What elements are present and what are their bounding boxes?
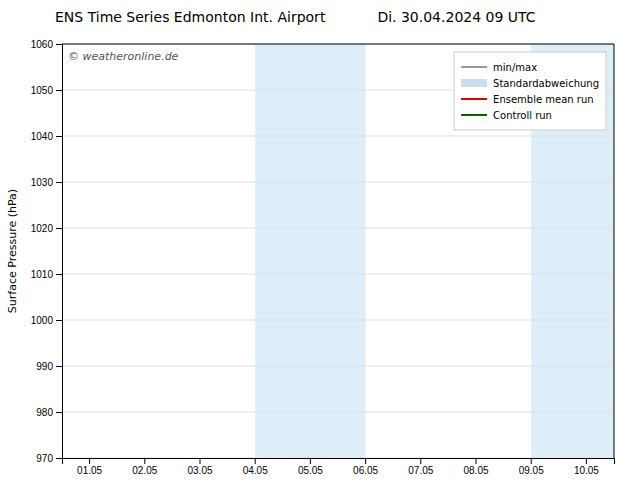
x-tick-label: 03.05 <box>187 465 212 476</box>
y-tick: 1020 <box>31 223 62 234</box>
legend-label: Controll run <box>493 110 552 121</box>
plot-frame-top <box>62 44 614 45</box>
legend-swatch <box>461 114 487 116</box>
y-tick-label: 1060 <box>31 39 54 50</box>
x-tick: 06.05 <box>353 458 378 476</box>
y-tick: 970 <box>36 453 62 464</box>
x-tick-mark <box>200 458 201 464</box>
y-tick: 1040 <box>31 131 62 142</box>
y-tick: 1000 <box>31 315 62 326</box>
x-tick: 07.05 <box>408 458 433 476</box>
y-tick-mark <box>56 182 62 183</box>
x-tick-mark <box>144 458 145 464</box>
grid-line <box>62 182 614 183</box>
y-axis-title: Surface Pressure (hPa) <box>6 189 19 313</box>
x-tick-label: 04.05 <box>243 465 268 476</box>
legend-swatch <box>461 66 487 68</box>
x-tick: 04.05 <box>243 458 268 476</box>
x-tick-mark <box>365 458 366 464</box>
legend-swatch <box>461 79 487 87</box>
grid-line <box>62 366 614 367</box>
x-tick-mark <box>255 458 256 464</box>
y-tick-mark <box>56 228 62 229</box>
shaded-region <box>255 44 365 458</box>
x-tick-mark <box>89 458 90 464</box>
grid-line <box>62 228 614 229</box>
y-tick-label: 990 <box>36 361 53 372</box>
legend-label: Ensemble mean run <box>493 94 594 105</box>
grid-line <box>62 274 614 275</box>
legend: min/max Standardabweichung Ensemble mean r… <box>454 52 606 130</box>
x-tick: 09.05 <box>519 458 544 476</box>
y-tick-mark <box>56 274 62 275</box>
x-tick-label: 02.05 <box>132 465 157 476</box>
x-tick-label: 05.05 <box>298 465 323 476</box>
x-axis-line <box>63 459 615 465</box>
y-tick: 980 <box>36 407 62 418</box>
y-tick-label: 1020 <box>31 223 54 234</box>
y-tick-mark <box>56 320 62 321</box>
y-tick: 1060 <box>31 39 62 50</box>
x-tick-label: 07.05 <box>408 465 433 476</box>
y-tick-mark <box>56 458 62 459</box>
y-tick-mark <box>56 90 62 91</box>
x-tick-mark <box>310 458 311 464</box>
y-tick-label: 1050 <box>31 85 54 96</box>
y-axis-line <box>56 45 63 459</box>
legend-item: min/max <box>461 62 537 73</box>
x-tick: 02.05 <box>132 458 157 476</box>
x-tick-mark <box>531 458 532 464</box>
grid-line <box>62 44 614 45</box>
chart: ENS Time Series Edmonton Int. Airport Di.… <box>0 0 634 490</box>
y-tick-label: 1040 <box>31 131 54 142</box>
legend-box <box>454 52 606 130</box>
x-tick-label: 10.05 <box>574 465 599 476</box>
x-axis: 01.05 02.05 03.05 04.05 05.05 06.05 07.05 08.05… <box>63 458 615 476</box>
x-tick-label: 09.05 <box>519 465 544 476</box>
legend-item: Standardabweichung <box>461 78 599 89</box>
x-tick-label: 01.05 <box>77 465 102 476</box>
x-tick-mark <box>420 458 421 464</box>
x-tick: 03.05 <box>187 458 212 476</box>
y-tick-label: 1030 <box>31 177 54 188</box>
x-tick: 01.05 <box>77 458 102 476</box>
y-tick: 1010 <box>31 269 62 280</box>
x-tick: 08.05 <box>463 458 488 476</box>
y-tick-label: 1000 <box>31 315 54 326</box>
x-tick-label: 06.05 <box>353 465 378 476</box>
x-tick: 10.05 <box>574 458 599 476</box>
legend-swatch <box>461 98 487 100</box>
y-tick-label: 1010 <box>31 269 54 280</box>
legend-items: min/max Standardabweichung Ensemble mean r… <box>461 62 599 121</box>
y-tick-mark <box>56 44 62 45</box>
x-tick: 05.05 <box>298 458 323 476</box>
y-axis: 970 980 990 1000 1010 1020 1030 1040 1050 1060 <box>31 39 63 464</box>
grid <box>62 44 614 458</box>
y-tick-mark <box>56 412 62 413</box>
y-tick-label: 970 <box>36 453 53 464</box>
legend-item: Ensemble mean run <box>461 94 594 105</box>
y-tick-label: 980 <box>36 407 53 418</box>
legend-label: min/max <box>493 62 537 73</box>
grid-line <box>62 412 614 413</box>
subtitle: Di. 30.04.2024 09 UTC <box>377 9 535 25</box>
legend-item: Controll run <box>461 110 552 121</box>
y-tick-mark <box>56 366 62 367</box>
legend-label: Standardabweichung <box>493 78 599 89</box>
y-tick: 1030 <box>31 177 62 188</box>
grid-line <box>62 320 614 321</box>
y-tick: 1050 <box>31 85 62 96</box>
grid-line <box>62 136 614 137</box>
plot-frame-right <box>614 44 615 458</box>
shaded-regions <box>255 44 614 458</box>
x-tick-mark <box>586 458 587 464</box>
y-tick: 990 <box>36 361 62 372</box>
y-tick-mark <box>56 136 62 137</box>
x-tick-mark <box>476 458 477 464</box>
plot: 01.05 02.05 03.05 04.05 05.05 06.05 07.05 08.05… <box>31 39 615 476</box>
x-tick-label: 08.05 <box>463 465 488 476</box>
title: ENS Time Series Edmonton Int. Airport <box>55 9 326 25</box>
annotation: © weatheronline.de <box>68 50 179 63</box>
